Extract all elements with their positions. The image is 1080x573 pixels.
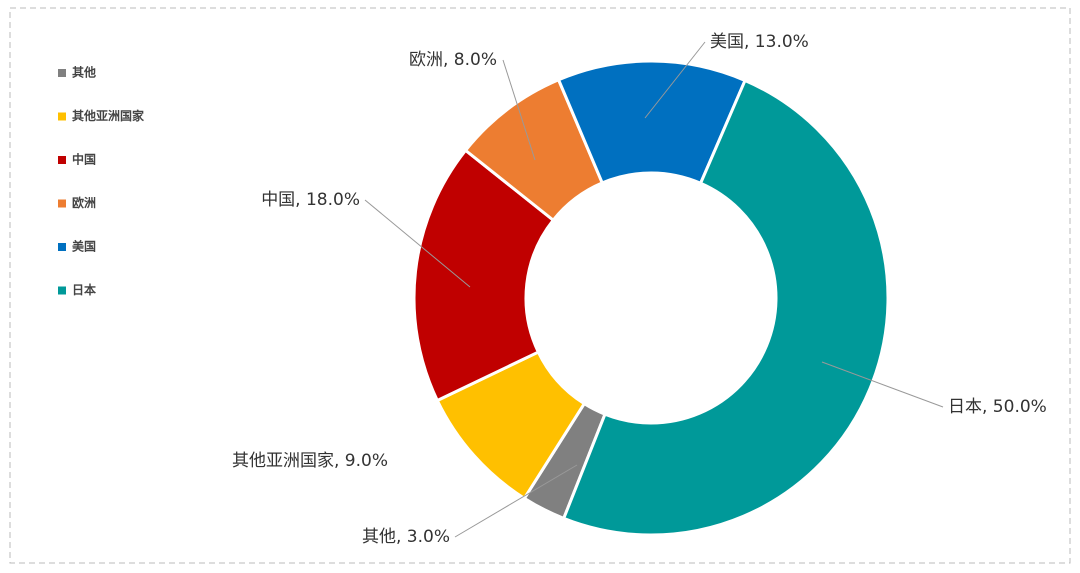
legend-label: 日本 [72, 282, 96, 297]
data-label: 美国, 13.0% [710, 32, 809, 52]
legend-label: 美国 [72, 239, 96, 254]
legend-swatch [58, 199, 66, 208]
legend-swatch [58, 286, 66, 295]
legend-swatch [58, 156, 66, 164]
leader-line [502, 59, 536, 161]
legend-label: 中国 [72, 152, 96, 167]
legend-swatch [58, 69, 66, 77]
legend-label: 欧洲 [72, 195, 96, 210]
legend-swatch [58, 112, 66, 121]
leader-line [644, 41, 706, 119]
data-label: 其他, 3.0% [362, 527, 450, 547]
slice [412, 148, 556, 403]
frame [9, 7, 1071, 564]
legend-swatch [58, 243, 66, 251]
data-label: 其他亚洲国家, 9.0% [232, 451, 388, 471]
leader-line [454, 464, 578, 538]
data-label: 欧洲, 8.0% [409, 50, 497, 70]
leader-line [364, 199, 471, 288]
slice [561, 78, 890, 537]
legend-label: 其他 [72, 65, 96, 80]
data-label: 中国, 18.0% [261, 190, 360, 210]
data-label: 日本, 50.0% [948, 397, 1047, 417]
legend-label: 其他亚洲国家 [72, 108, 145, 123]
leader-line [821, 361, 944, 408]
